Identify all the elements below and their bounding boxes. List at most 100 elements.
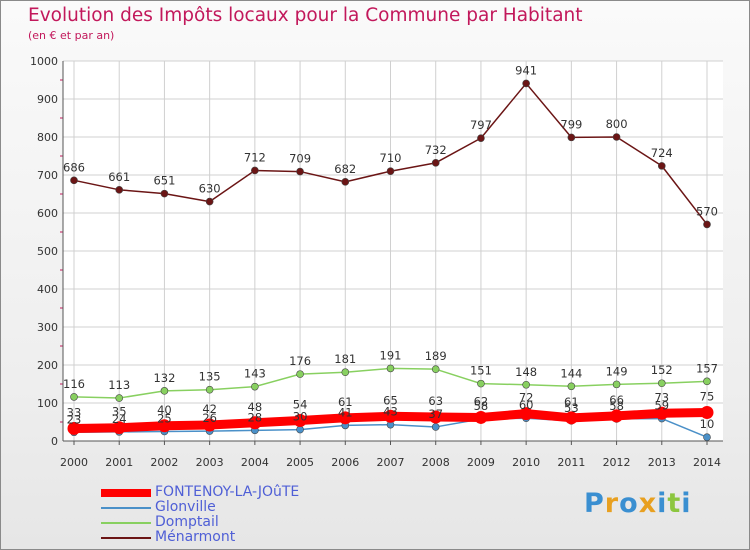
data-label: 148 [515,365,537,379]
data-label: 709 [289,152,311,166]
data-label: 62 [474,394,489,408]
x-tick-label: 2009 [467,456,495,469]
logo-letter: x [638,488,658,519]
data-label: 941 [515,63,537,77]
series-0-point [203,418,217,432]
data-label: 35 [112,405,127,419]
data-label: 33 [67,405,82,419]
series-3-point [386,167,395,175]
data-label: 41 [338,405,353,419]
data-label: 682 [334,162,356,176]
legend-label-fontenoy: FONTENOY-LA-JOûTE [155,484,300,500]
data-label: 42 [202,402,217,416]
logo-letter: o [619,488,639,519]
series-2-point [431,365,440,373]
series-0-point [248,416,262,430]
series-2-point [70,393,78,401]
series-0-point [655,406,669,420]
legend-label-glonville: Glonville [155,499,216,515]
series-3-point [522,79,530,88]
data-label: 570 [696,204,718,218]
y-tick-label: 500 [37,245,58,258]
series-0-point [338,411,352,425]
x-tick-label: 2005 [286,456,314,469]
data-label: 10 [700,417,715,431]
y-tick-label: 900 [37,93,58,106]
data-label: 797 [470,118,492,132]
legend-swatch-menarmont [101,537,151,539]
series-2-point [251,382,259,391]
series-1-point [703,433,711,442]
y-tick-label: 300 [37,321,58,334]
series-0-point [519,407,533,421]
data-label: 75 [700,390,715,404]
data-label: 157 [696,361,718,375]
series-2-point [386,364,395,373]
series-3-point [160,189,169,198]
series-3-point [251,166,259,175]
series-2-point [205,385,214,394]
series-1-point [431,423,440,431]
series-3-point [567,133,576,142]
series-0-point [293,413,307,427]
y-tick-label: 0 [51,435,58,448]
data-label: 181 [334,352,356,366]
x-tick-label: 2008 [422,456,450,469]
series-2-point [567,382,576,391]
chart-subtitle: (en € et par an) [28,29,115,42]
data-label: 732 [425,143,447,157]
y-tick-label: 200 [37,359,58,372]
data-label: 152 [651,363,673,377]
series-2-point [160,387,169,395]
data-label: 799 [560,117,582,131]
x-tick-label: 2014 [693,456,721,469]
series-0-point [112,421,126,435]
x-tick-label: 2007 [377,456,405,469]
proxiti-logo: Proxiti [584,488,692,519]
data-label: 686 [63,160,85,174]
series-0-point [474,410,488,424]
x-tick-label: 2002 [150,456,178,469]
series-3-point [431,159,440,167]
data-label: 28 [248,410,263,424]
y-tick-label: 700 [37,169,58,182]
legend-swatch-fontenoy [101,489,151,497]
data-label: 661 [108,170,130,184]
series-0-point [157,419,171,433]
legend-item-domptail: Domptail [101,514,401,530]
data-label: 149 [606,364,628,378]
logo-letter: r [604,488,620,519]
data-label: 189 [425,349,447,363]
data-label: 191 [380,348,402,362]
series-2-point [612,380,621,389]
logo-letter: P [584,488,605,519]
logo-letter: i [657,488,668,519]
data-label: 43 [383,405,398,419]
data-label: 651 [153,174,175,188]
series-3-point [657,162,666,170]
x-tick-label: 2001 [105,456,133,469]
data-label: 37 [428,407,443,421]
x-tick-label: 2012 [603,456,631,469]
series-3-point [70,176,78,185]
data-label: 61 [564,395,579,409]
series-0-point [429,410,443,424]
x-tick-label: 2004 [241,456,269,469]
legend-swatch-domptail [101,522,151,524]
data-label: 23 [67,412,82,426]
data-label: 63 [428,394,443,408]
x-tick-label: 2010 [512,456,540,469]
series-3-point [612,133,621,141]
series-2-point [703,377,711,386]
data-label: 58 [474,399,489,413]
data-label: 58 [609,399,624,413]
legend-item-menarmont: Ménarmont [101,529,401,545]
series-3-point [115,186,124,194]
data-label: 54 [293,397,308,411]
data-label: 66 [609,393,624,407]
legend-item-glonville: Glonville [101,499,401,515]
data-label: 630 [199,182,221,196]
y-tick-label: 400 [37,283,58,296]
data-label: 65 [383,393,398,407]
